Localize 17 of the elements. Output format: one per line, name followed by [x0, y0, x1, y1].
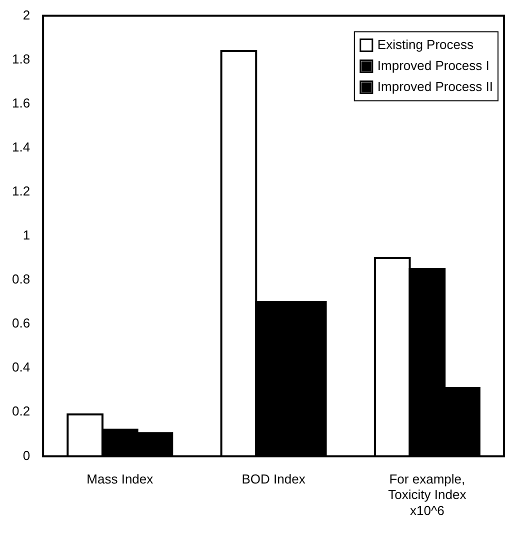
y-tick-label: 0.4: [12, 360, 30, 375]
legend-label: Improved Process II: [377, 78, 494, 94]
x-tick-label: BOD Index: [242, 472, 306, 487]
y-tick-label: 0.2: [12, 404, 30, 419]
y-tick-label: 1.2: [12, 184, 30, 199]
y-tick-label: 2: [22, 7, 30, 22]
x-tick-label: Mass Index: [86, 472, 154, 487]
y-tick-label: 1.8: [12, 51, 30, 66]
x-tick-label: For example, Toxicity Index x10^6: [388, 472, 467, 518]
y-tick-label: 0.6: [12, 316, 30, 331]
y-tick-label: 1: [22, 228, 30, 243]
y-tick-label: 1.6: [12, 95, 30, 110]
y-tick-label: 1.4: [12, 140, 30, 154]
y-tick-label: 0.8: [12, 272, 30, 287]
y-tick-label: 0: [22, 448, 30, 463]
legend-label: Existing Process: [377, 36, 474, 52]
legend-label: Improved Process I: [377, 58, 490, 73]
